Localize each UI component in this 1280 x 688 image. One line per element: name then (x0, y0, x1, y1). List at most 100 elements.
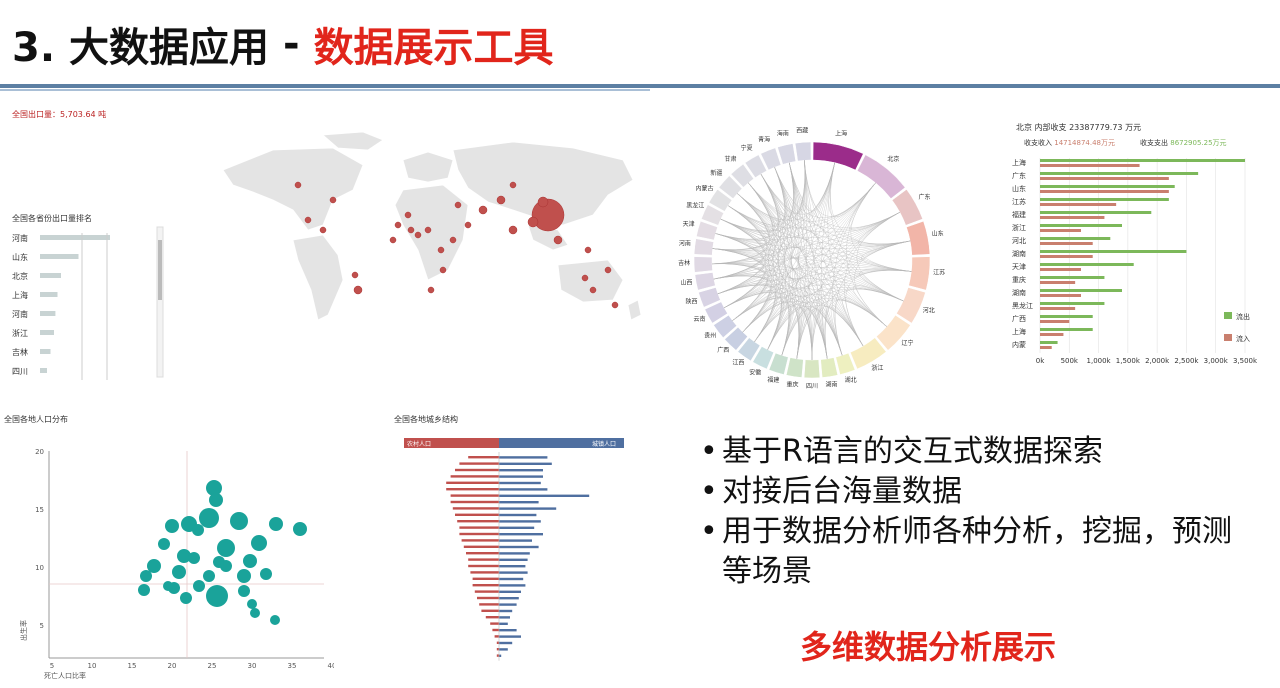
flow-bar-in (1040, 255, 1093, 258)
flow-bar-in (1040, 216, 1105, 219)
bubble-point (206, 480, 222, 496)
bubble-point (237, 569, 251, 583)
flow-bar-out (1040, 328, 1093, 331)
chord-label: 西藏 (796, 126, 808, 134)
chord-arc (891, 189, 923, 226)
province-bar (40, 349, 51, 354)
chord-link (804, 160, 864, 347)
flow-bar-out (1040, 263, 1134, 266)
title-rule-secondary (0, 89, 650, 91)
map-point (509, 181, 517, 189)
chord-link (774, 167, 904, 302)
bubble-point (138, 584, 150, 596)
bubble-point (230, 512, 248, 530)
bubble-point (206, 585, 228, 607)
bubble-point (269, 517, 283, 531)
pyramid-bar-right (499, 469, 543, 472)
province-bar (40, 235, 110, 240)
province-label: 山东 (12, 252, 28, 262)
province-label: 吉林 (12, 347, 28, 357)
bubble-point (147, 559, 161, 573)
pyramid-bar-left (450, 494, 499, 497)
chord-link (712, 248, 763, 264)
chord-link (742, 298, 781, 342)
pyramid-bar-right (499, 513, 537, 517)
province-bar (40, 368, 47, 373)
flow-sub-out: 收支支出 8672905.25万元 (1140, 138, 1227, 148)
pyramid-bar-left (477, 596, 499, 600)
list-scroll-thumb[interactable] (158, 240, 162, 300)
pyramid-bar-left (468, 456, 499, 459)
chord-link (760, 173, 912, 272)
chord-arc (906, 220, 931, 256)
bubble-point (247, 599, 257, 609)
province-bar (40, 292, 58, 297)
pyramid-bar-right (499, 552, 530, 555)
pyramid-title: 全国各地城乡结构 (394, 415, 458, 424)
flow-category: 江苏 (1012, 197, 1026, 206)
map-point (389, 236, 397, 244)
flow-category: 黑龙江 (1012, 301, 1033, 310)
pyramid-bar-left (485, 616, 499, 619)
chord-link (717, 279, 767, 308)
bubble-point (180, 592, 192, 604)
flow-category: 福建 (1012, 210, 1026, 219)
chord-label: 陕西 (686, 297, 698, 305)
flow-bar-in (1040, 320, 1070, 323)
pyramid-bar-right (499, 488, 548, 491)
flow-bar-out (1040, 276, 1105, 279)
chord-arc (698, 287, 721, 308)
chord-link (754, 302, 788, 350)
bullet-item: 基于R语言的交互式数据探索 (700, 432, 1260, 472)
bubble-panel: 全国各地人口分布 5 10 15 20 25 30 35 40 5 10 15 20 出生率 死亡人口… (4, 412, 334, 684)
pyramid-bar-right (499, 494, 590, 497)
chord-link (717, 285, 828, 359)
bubble-y-tick: 15 (35, 506, 44, 514)
bubble-point (140, 570, 152, 582)
pyramid-bar-left (459, 532, 499, 536)
flow-bar-out (1040, 224, 1122, 227)
chord-link (727, 173, 781, 227)
chord-arc (760, 147, 782, 171)
bubble-point (250, 608, 260, 618)
flow-category: 湖南 (1012, 288, 1026, 297)
flow-bar-in (1040, 190, 1169, 193)
map-point (584, 246, 592, 254)
pyramid-bar-right (499, 475, 543, 478)
flow-category: 广东 (1012, 171, 1026, 180)
flow-bar-panel: 北京 内部收支 23387779.73 万元 收支收入 14714874.48万… (1010, 118, 1272, 388)
province-label: 河南 (12, 233, 28, 243)
bubble-y-tick: 10 (35, 564, 44, 572)
chord-label: 四川 (806, 383, 818, 390)
flow-bar-chart: 0k 500k 1,000k 1,500k 2,000k 2,500k 3,000k 3,50… (1012, 158, 1258, 365)
pyramid-bar-left (492, 628, 499, 632)
chord-label: 辽宁 (902, 339, 914, 347)
flow-tick: 1,500k (1116, 357, 1141, 365)
pyramid-bar-left (490, 622, 499, 625)
chord-label: 江西 (732, 360, 744, 367)
map-header: 全国出口量：5,703.64 吨 (12, 110, 107, 119)
pyramid-bar-right (499, 481, 541, 485)
map-point (581, 274, 589, 282)
pyramid-bar-left (452, 507, 499, 510)
map-point (449, 236, 457, 244)
bubble-chart: 5 10 15 20 25 30 35 40 5 10 15 20 出生率 死亡人口比率 (19, 448, 334, 680)
province-label: 北京 (12, 271, 28, 281)
highlight-text: 多维数据分析展示 (800, 628, 1057, 666)
chord-link (760, 162, 835, 215)
province-bar (40, 330, 54, 335)
chord-label: 安徽 (749, 369, 761, 377)
legend-in-swatch (1224, 334, 1232, 341)
pyramid-bar-left (474, 590, 499, 593)
chord-link (781, 182, 876, 356)
chord-label: 重庆 (786, 380, 798, 388)
province-list-title: 全国各省份出口量排名 (12, 214, 92, 223)
map-point (414, 231, 422, 239)
bubble-xlabel: 死亡人口比率 (44, 671, 86, 680)
chord-arc (693, 256, 713, 273)
pyramid-left-header (404, 438, 499, 448)
chord-link (834, 240, 911, 356)
legend-out-label: 流出 (1236, 312, 1250, 321)
list-scrollbar[interactable] (156, 226, 164, 378)
chord-arc (785, 357, 804, 378)
